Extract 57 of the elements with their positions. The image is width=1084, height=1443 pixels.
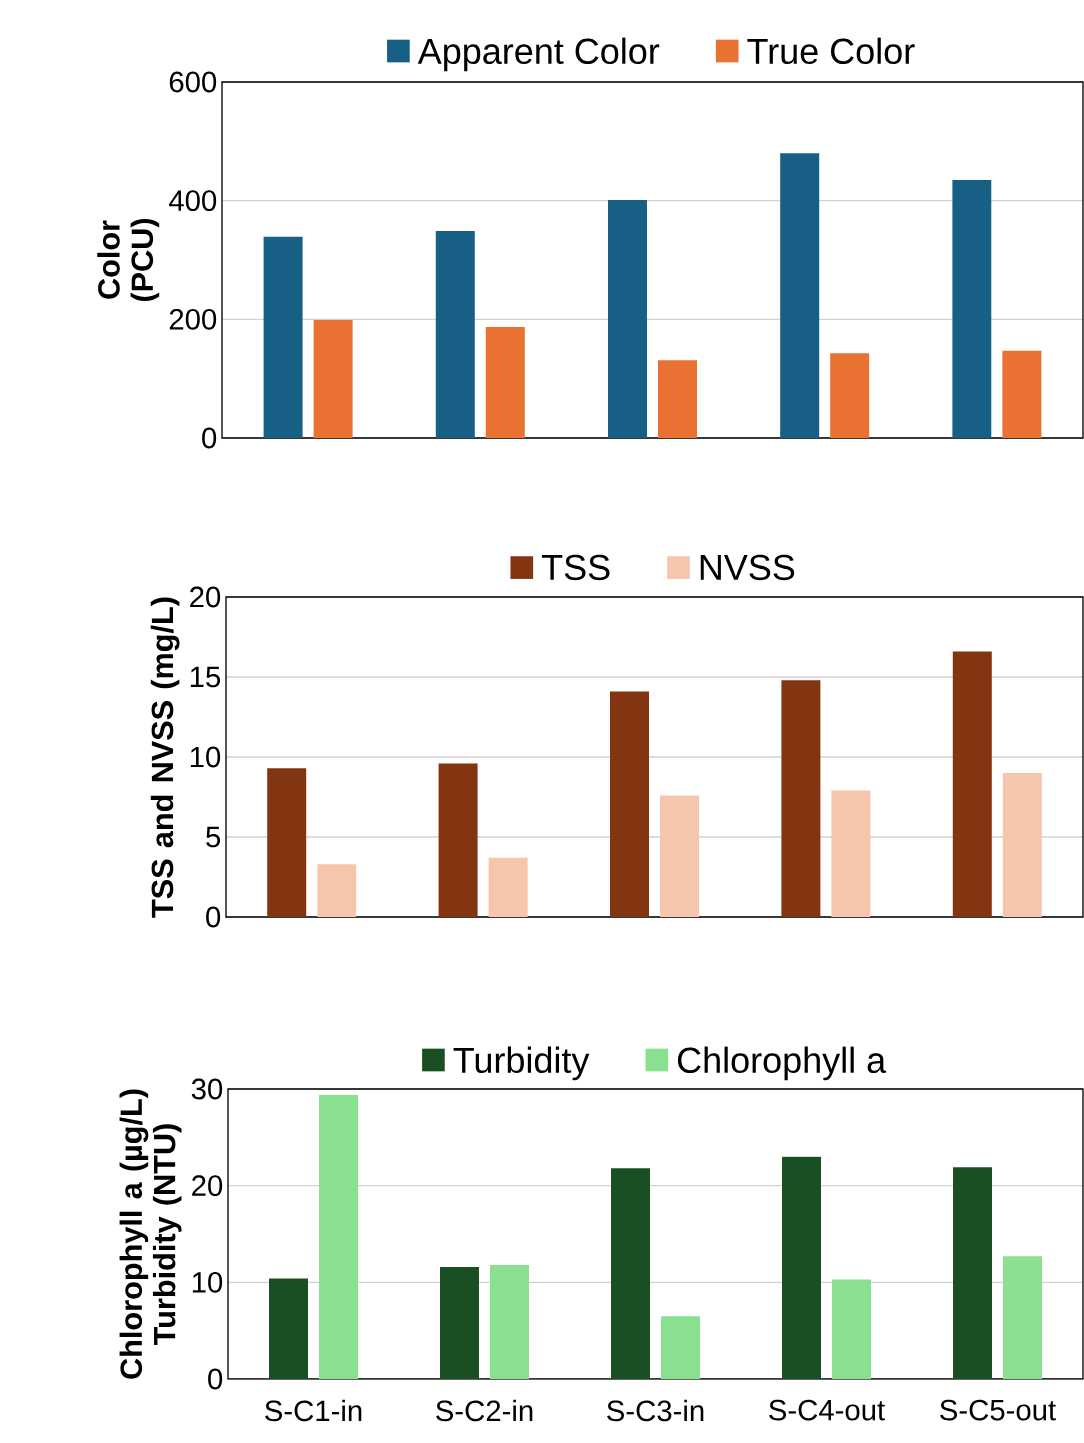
legend-label: NVSS — [700, 554, 795, 581]
legend-label: Apparent Color — [417, 37, 660, 72]
bar — [607, 200, 647, 439]
y-tick-label: 200 — [169, 308, 217, 330]
bar — [488, 857, 528, 918]
bar — [485, 327, 525, 439]
legend-label: Chlorophyll a — [677, 1046, 887, 1081]
bar — [435, 230, 475, 439]
y-axis-title: TSS and NVSS (mg/L) — [150, 597, 180, 918]
bar — [831, 790, 871, 918]
bar — [317, 864, 357, 918]
y-tick-label: 0 — [208, 1368, 223, 1390]
y-tick-label: 0 — [206, 906, 221, 928]
bar — [610, 691, 649, 918]
y-tick-label: 5 — [206, 826, 221, 848]
bar — [781, 680, 821, 918]
bar — [780, 153, 820, 439]
bar — [952, 1167, 992, 1380]
y-axis-title: Color (PCU) — [97, 218, 160, 302]
bar — [659, 795, 699, 918]
bar — [490, 1264, 529, 1380]
y-tick-label: 0 — [202, 427, 217, 449]
bar — [263, 236, 303, 439]
bar — [267, 768, 307, 918]
bar — [781, 1156, 821, 1380]
y-tick-label: 10 — [192, 1271, 223, 1293]
y-tick-label: 15 — [190, 666, 221, 688]
x-tick-label: S-C2-in — [436, 1399, 533, 1422]
bar — [830, 353, 870, 439]
x-tick-label: S-C4-out — [769, 1399, 885, 1421]
y-tick-label: 400 — [169, 190, 217, 212]
y-tick-label: 30 — [191, 1078, 223, 1100]
bar — [1002, 1256, 1042, 1380]
bar — [1002, 350, 1042, 439]
x-tick-label: S-C1-in — [265, 1399, 362, 1422]
x-tick-label: S-C5-out — [940, 1399, 1056, 1421]
bar — [658, 360, 697, 439]
x-tick-label: S-C3-in — [607, 1399, 704, 1422]
bar — [319, 1094, 358, 1380]
bar — [1002, 773, 1042, 918]
y-tick-label: 600 — [169, 71, 217, 93]
bar — [440, 1266, 479, 1380]
bar — [952, 179, 992, 439]
legend-label: Turbidity — [453, 1046, 590, 1081]
bar — [610, 1168, 650, 1380]
bar — [831, 1279, 871, 1380]
bar — [952, 651, 992, 918]
bar — [438, 763, 478, 918]
y-tick-label: 20 — [192, 1175, 223, 1197]
bar — [269, 1278, 308, 1380]
y-tick-label: 10 — [190, 746, 221, 768]
legend-label: TSS — [541, 554, 610, 581]
y-tick-label: 20 — [190, 586, 221, 608]
legend-label: True Color — [747, 37, 915, 65]
y-axis-title: Chlorophyll a (µg/L) Turbidity (NTU) — [119, 1089, 182, 1379]
bar — [313, 319, 353, 439]
bar — [660, 1316, 700, 1380]
